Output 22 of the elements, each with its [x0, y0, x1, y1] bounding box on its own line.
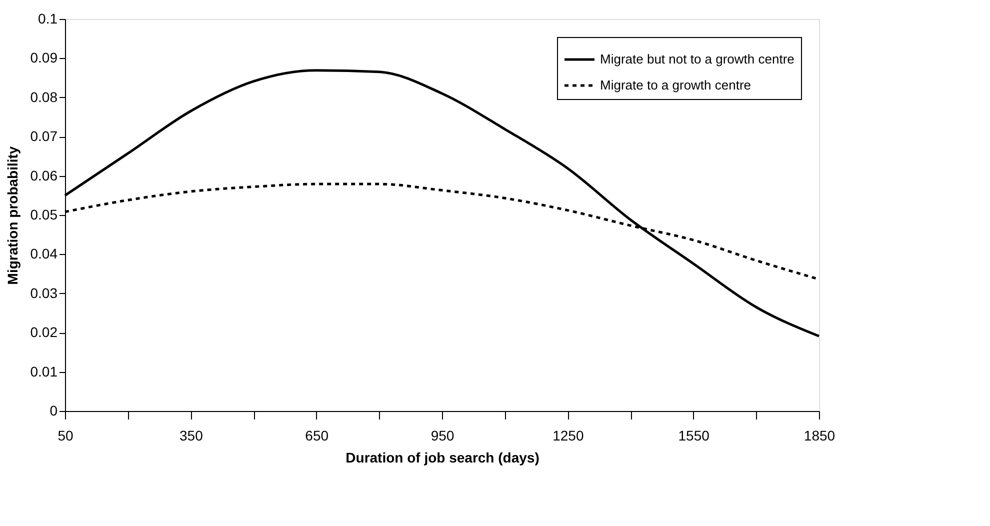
y-axis-title: Migration probability — [4, 146, 20, 285]
y-tick-label: 0.04 — [30, 246, 58, 262]
y-tick-label: 0.03 — [30, 284, 58, 301]
x-axis-title: Duration of job search (days) — [346, 450, 540, 466]
x-tick-label: 950 — [430, 428, 454, 444]
y-tick-label: 0.05 — [30, 206, 58, 222]
x-tick-label: 650 — [305, 428, 329, 444]
y-tick-label: 0 — [50, 402, 58, 418]
x-tick-label: 1850 — [804, 428, 836, 444]
y-tick-label: 0.08 — [30, 88, 58, 105]
y-tick-label: 0.02 — [30, 324, 58, 340]
x-tick-label: 1250 — [552, 428, 584, 444]
y-tick-label: 0.09 — [30, 50, 58, 66]
x-tick-label: 350 — [179, 428, 204, 444]
legend-label: Migrate but not to a growth centre — [600, 52, 794, 66]
y-tick-label: 0.01 — [30, 363, 58, 380]
legend-label: Migrate to a growth centre — [600, 78, 752, 92]
y-tick-label: 0.07 — [30, 128, 58, 144]
y-tick-label: 0.06 — [30, 167, 58, 184]
y-tick-label: 0.1 — [38, 10, 58, 26]
x-tick-label: 1550 — [678, 428, 710, 444]
x-tick-label: 50 — [58, 428, 74, 444]
